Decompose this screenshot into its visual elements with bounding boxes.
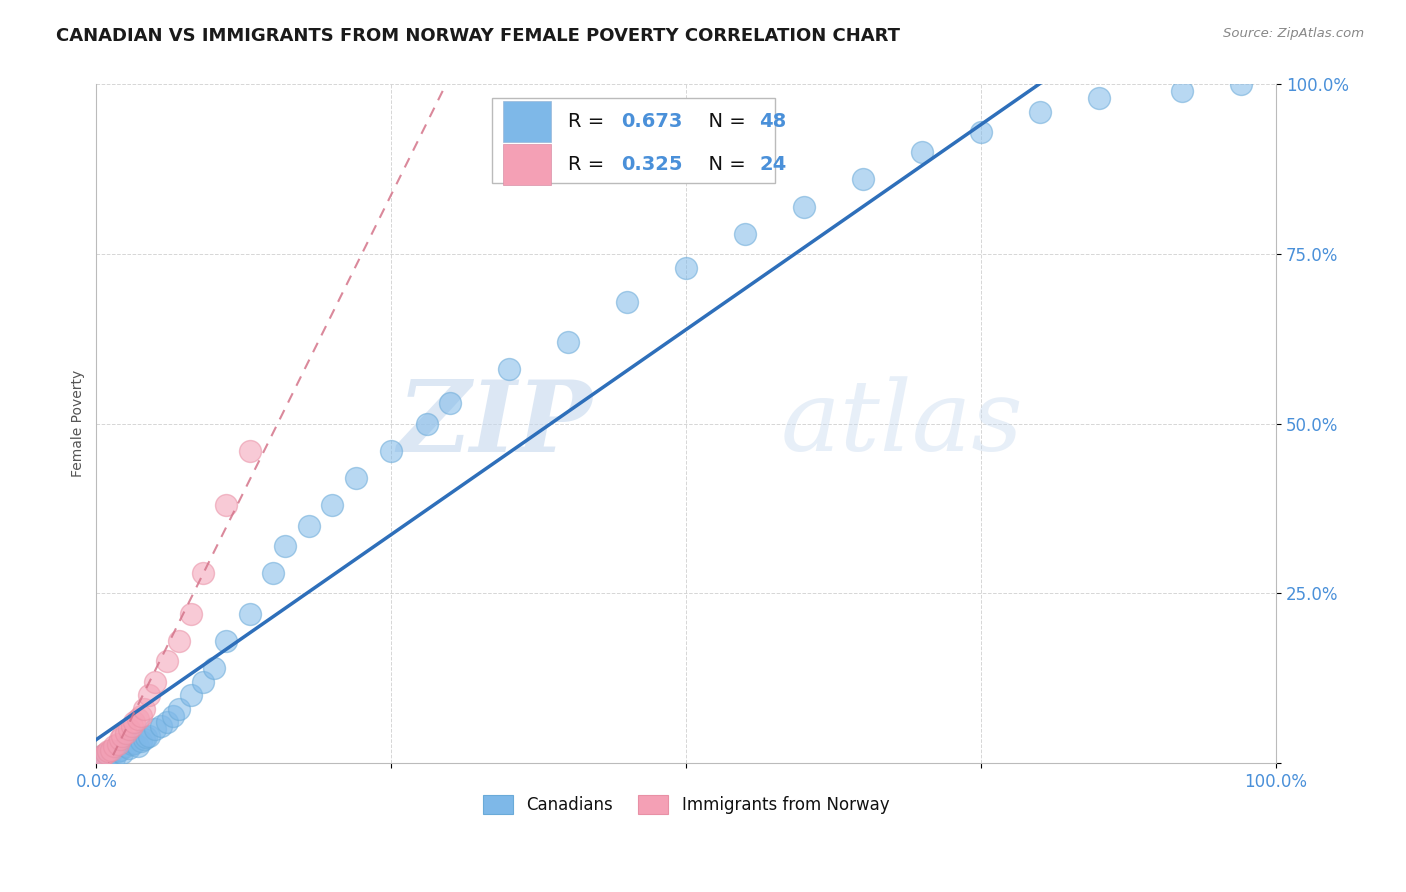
Point	[616, 294, 638, 309]
Text: 0.673: 0.673	[621, 112, 683, 131]
Point	[156, 654, 179, 668]
Point	[215, 634, 238, 648]
Point	[127, 739, 149, 754]
Point	[107, 737, 129, 751]
Point	[344, 471, 367, 485]
Point	[90, 750, 112, 764]
Point	[138, 688, 160, 702]
Point	[239, 444, 262, 458]
Point	[415, 417, 437, 431]
Point	[94, 753, 117, 767]
Point	[734, 227, 756, 241]
FancyBboxPatch shape	[503, 144, 551, 185]
Point	[122, 736, 145, 750]
Point	[97, 747, 120, 762]
Text: N =: N =	[696, 154, 752, 174]
Point	[111, 729, 134, 743]
Point	[122, 715, 145, 730]
Point	[138, 729, 160, 743]
Point	[108, 732, 131, 747]
Point	[191, 566, 214, 580]
Point	[103, 750, 125, 764]
Point	[121, 737, 143, 751]
Point	[911, 145, 934, 160]
Point	[93, 747, 115, 762]
Point	[132, 732, 155, 747]
Text: 48: 48	[759, 112, 786, 131]
Text: R =: R =	[568, 112, 610, 131]
Point	[167, 702, 190, 716]
Point	[94, 746, 117, 760]
FancyBboxPatch shape	[492, 98, 775, 183]
Point	[132, 702, 155, 716]
Point	[439, 396, 461, 410]
Point	[239, 607, 262, 621]
Point	[321, 498, 343, 512]
Point	[107, 744, 129, 758]
Point	[167, 634, 190, 648]
Point	[100, 742, 122, 756]
Point	[1170, 84, 1192, 98]
Point	[118, 741, 141, 756]
Point	[1088, 91, 1111, 105]
Point	[115, 725, 138, 739]
Point	[150, 719, 173, 733]
Point	[215, 498, 238, 512]
Point	[380, 444, 402, 458]
Point	[108, 742, 131, 756]
Point	[156, 715, 179, 730]
Point	[180, 688, 202, 702]
Point	[115, 739, 138, 754]
Point	[135, 731, 157, 745]
Point	[262, 566, 284, 580]
Text: ZIP: ZIP	[396, 376, 592, 472]
Text: 0.325: 0.325	[621, 154, 683, 174]
Point	[191, 674, 214, 689]
Point	[1229, 78, 1251, 92]
Point	[91, 749, 114, 764]
Point	[121, 719, 143, 733]
Point	[498, 362, 520, 376]
Point	[127, 712, 149, 726]
Point	[852, 172, 875, 186]
Point	[1029, 104, 1052, 119]
Text: atlas: atlas	[780, 376, 1024, 472]
Text: CANADIAN VS IMMIGRANTS FROM NORWAY FEMALE POVERTY CORRELATION CHART: CANADIAN VS IMMIGRANTS FROM NORWAY FEMAL…	[56, 27, 900, 45]
Point	[970, 125, 993, 139]
Point	[298, 518, 321, 533]
Point	[793, 200, 815, 214]
Text: R =: R =	[568, 154, 610, 174]
Point	[202, 661, 225, 675]
Text: 24: 24	[759, 154, 786, 174]
FancyBboxPatch shape	[503, 102, 551, 142]
Text: N =: N =	[696, 112, 752, 131]
Point	[100, 746, 122, 760]
Point	[274, 539, 297, 553]
Point	[143, 722, 166, 736]
Point	[97, 744, 120, 758]
Point	[129, 708, 152, 723]
Point	[103, 739, 125, 754]
Point	[557, 335, 579, 350]
Point	[118, 722, 141, 736]
Point	[180, 607, 202, 621]
Point	[143, 674, 166, 689]
Text: Source: ZipAtlas.com: Source: ZipAtlas.com	[1223, 27, 1364, 40]
Point	[129, 734, 152, 748]
Point	[675, 260, 697, 275]
Y-axis label: Female Poverty: Female Poverty	[72, 370, 86, 477]
Legend: Canadians, Immigrants from Norway: Canadians, Immigrants from Norway	[475, 787, 897, 822]
Point	[111, 746, 134, 760]
Point	[162, 708, 184, 723]
